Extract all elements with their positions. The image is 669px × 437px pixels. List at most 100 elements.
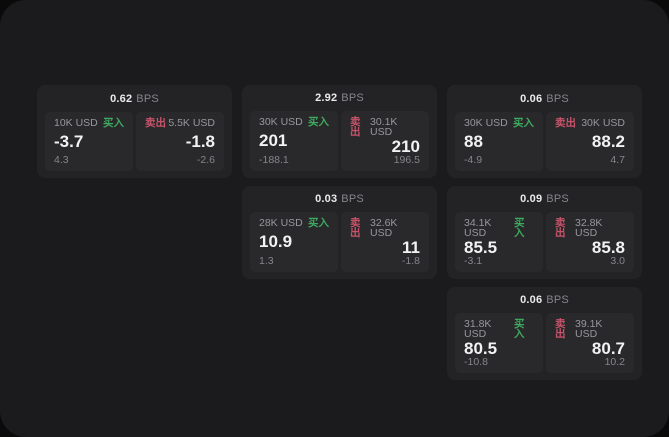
buy-tag: 买入	[514, 317, 525, 340]
buy-price: -3.7	[54, 132, 84, 151]
sell-delta: 10.2	[604, 355, 625, 368]
sell-price: 11	[402, 237, 420, 257]
buy-price: 10.9	[259, 232, 293, 252]
sell-price: 80.7	[591, 338, 625, 358]
buy-pane[interactable]: 31.8K USD 买入 80.5 -10.8	[455, 312, 543, 373]
sell-pane-top: 卖出 32.8K USD	[555, 216, 625, 239]
bps-unit-label: BPS	[546, 192, 569, 205]
sell-delta: 3.0	[610, 254, 625, 267]
sell-pane-top: 卖出 30K USD	[555, 118, 625, 129]
buy-pane-top: 30K USD 买入	[464, 118, 534, 129]
bps-value: 0.09	[520, 192, 543, 205]
buy-pane-top: 28K USD 买入	[259, 216, 329, 229]
quote-card: 0.06 BPS 31.8K USD 买入 80.5 -10.8 卖出 39.1…	[447, 287, 642, 380]
buy-price: 88	[464, 132, 483, 151]
buy-delta: -188.1	[259, 153, 289, 166]
buy-delta: 4.3	[54, 153, 69, 166]
sell-price: 85.8	[591, 237, 625, 257]
buy-pane[interactable]: 30K USD 买入 201 -188.1	[250, 110, 338, 171]
quote-card-body: 31.8K USD 买入 80.5 -10.8 卖出 39.1K USD 80.…	[455, 312, 634, 381]
sell-pane[interactable]: 卖出 32.8K USD 85.8 3.0	[546, 211, 634, 272]
sell-pane-top: 卖出 39.1K USD	[555, 317, 625, 340]
bps-header: 0.62 BPS	[45, 85, 224, 112]
sell-delta: 196.5	[393, 153, 420, 166]
bps-value: 0.62	[110, 92, 133, 105]
buy-tag: 买入	[513, 117, 534, 129]
quote-card: 0.62 BPS 10K USD 买入 -3.7 4.3 卖出 5.5K USD	[37, 85, 232, 178]
buy-delta: -3.1	[464, 254, 483, 267]
buy-pane-top: 10K USD 买入	[54, 118, 124, 129]
buy-tag: 买入	[103, 117, 124, 129]
buy-price: 80.5	[464, 338, 498, 358]
sell-pane-top: 卖出 30.1K USD	[350, 115, 420, 138]
sell-pane[interactable]: 卖出 32.6K USD 11 -1.8	[341, 211, 429, 272]
buy-pane[interactable]: 28K USD 买入 10.9 1.3	[250, 211, 338, 272]
buy-tag: 买入	[514, 216, 525, 239]
sell-tag: 卖出	[555, 216, 566, 239]
sell-pane-top: 卖出 32.6K USD	[350, 216, 420, 239]
bps-unit-label: BPS	[341, 192, 364, 205]
bps-header: 0.09 BPS	[455, 186, 634, 212]
buy-pane[interactable]: 30K USD 买入 88 -4.9	[455, 112, 543, 171]
buy-size-label: 34.1K USD	[464, 216, 492, 239]
bps-unit-label: BPS	[136, 92, 159, 105]
quote-card-body: 10K USD 买入 -3.7 4.3 卖出 5.5K USD -1.8 -2.…	[45, 112, 224, 178]
bps-header: 2.92 BPS	[250, 85, 429, 111]
buy-pane-top: 30K USD 买入	[259, 115, 329, 128]
buy-size-label: 28K USD	[259, 216, 303, 229]
sell-tag: 卖出	[555, 317, 566, 340]
sell-size-label: 39.1K USD	[574, 317, 603, 340]
buy-price: 201	[259, 131, 288, 151]
sell-pane[interactable]: 卖出 30K USD 88.2 4.7	[546, 112, 634, 171]
buy-pane[interactable]: 34.1K USD 买入 85.5 -3.1	[455, 211, 543, 272]
quote-card-body: 28K USD 买入 10.9 1.3 卖出 32.6K USD 11 -1.8	[250, 211, 429, 280]
bps-unit-label: BPS	[341, 91, 364, 104]
quote-card-body: 34.1K USD 买入 85.5 -3.1 卖出 32.8K USD 85.8…	[455, 211, 634, 280]
quote-card-body: 30K USD 买入 88 -4.9 卖出 30K USD 88.2 4.7	[455, 112, 634, 178]
buy-price: 85.5	[464, 237, 498, 257]
buy-tag: 买入	[308, 115, 329, 128]
buy-pane-top: 31.8K USD 买入	[464, 317, 534, 340]
bps-value: 2.92	[315, 91, 338, 104]
quote-card: 0.03 BPS 28K USD 买入 10.9 1.3 卖出 32.6K US…	[242, 186, 437, 279]
sell-tag: 卖出	[555, 117, 576, 129]
sell-price: 210	[391, 136, 420, 156]
bps-value: 0.03	[315, 192, 338, 205]
buy-size-label: 10K USD	[54, 117, 98, 129]
quote-card-body: 30K USD 买入 201 -188.1 卖出 30.1K USD 210 1…	[250, 110, 429, 179]
buy-size-label: 31.8K USD	[464, 317, 492, 340]
sell-delta: -1.8	[401, 254, 420, 267]
sell-pane-top: 卖出 5.5K USD	[145, 118, 215, 129]
bps-header: 0.06 BPS	[455, 287, 634, 313]
sell-pane[interactable]: 卖出 30.1K USD 210 196.5	[341, 110, 429, 171]
quote-card: 2.92 BPS 30K USD 买入 201 -188.1 卖出 30.1K …	[242, 85, 437, 178]
sell-price: 88.2	[591, 132, 625, 151]
buy-pane-top: 34.1K USD 买入	[464, 216, 534, 239]
sell-pane[interactable]: 卖出 39.1K USD 80.7 10.2	[546, 312, 634, 373]
sell-delta: -2.6	[196, 153, 215, 166]
quote-grid: 0.62 BPS 10K USD 买入 -3.7 4.3 卖出 5.5K USD	[37, 85, 642, 380]
bps-unit-label: BPS	[546, 293, 569, 306]
bps-header: 0.06 BPS	[455, 85, 634, 112]
sell-size-label: 5.5K USD	[168, 117, 215, 129]
bps-unit-label: BPS	[546, 92, 569, 105]
sell-tag: 卖出	[350, 115, 361, 138]
bps-value: 0.06	[520, 92, 543, 105]
quote-card: 0.09 BPS 34.1K USD 买入 85.5 -3.1 卖出 32.8K…	[447, 186, 642, 279]
buy-delta: -4.9	[464, 153, 483, 166]
sell-price: -1.8	[185, 132, 215, 151]
sell-size-label: 30K USD	[581, 117, 625, 129]
buy-size-label: 30K USD	[464, 117, 508, 129]
buy-size-label: 30K USD	[259, 115, 303, 128]
buy-delta: -10.8	[464, 355, 488, 368]
sell-pane[interactable]: 卖出 5.5K USD -1.8 -2.6	[136, 112, 224, 171]
buy-tag: 买入	[308, 216, 329, 229]
sell-tag: 卖出	[350, 216, 361, 239]
sell-size-label: 32.6K USD	[369, 216, 398, 239]
sell-tag: 卖出	[145, 117, 166, 129]
bps-header: 0.03 BPS	[250, 186, 429, 212]
buy-pane[interactable]: 10K USD 买入 -3.7 4.3	[45, 112, 133, 171]
buy-delta: 1.3	[259, 254, 274, 267]
sell-size-label: 30.1K USD	[369, 115, 398, 138]
